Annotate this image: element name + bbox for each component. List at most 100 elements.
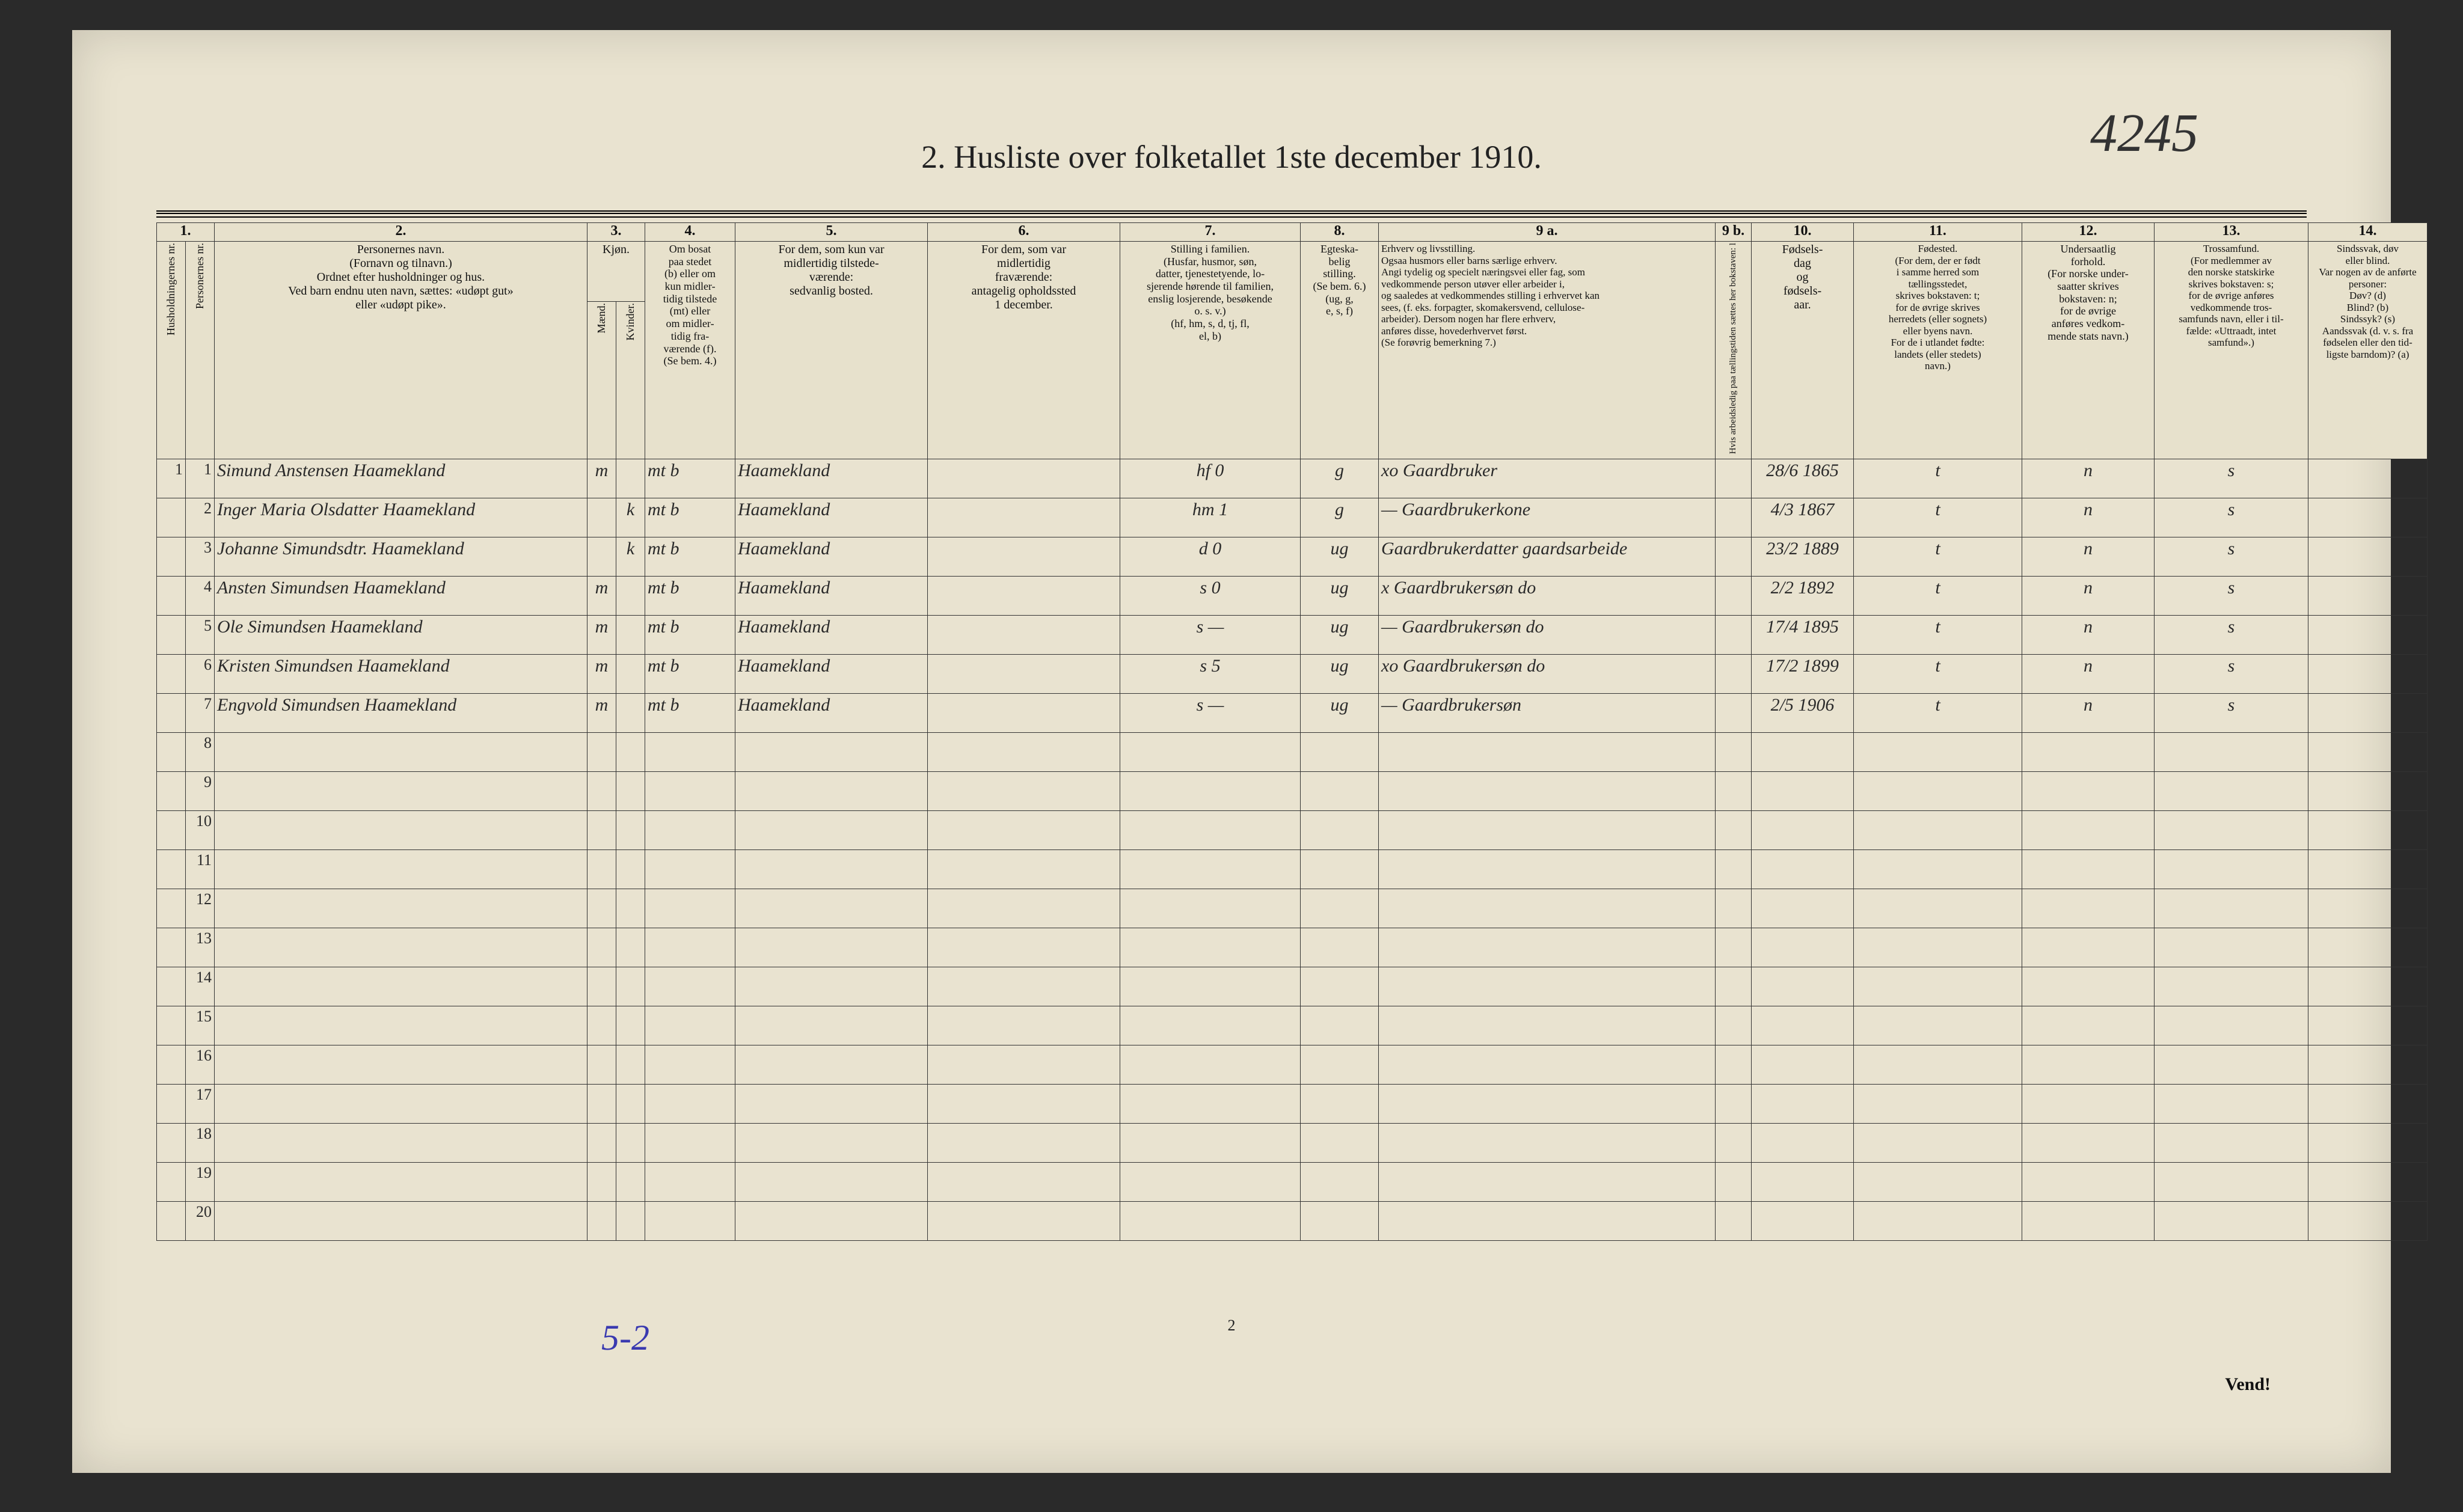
- cell-hnr: [157, 811, 186, 850]
- cell-fam: s —: [1120, 616, 1301, 655]
- cell-empty: [1854, 811, 2022, 850]
- cell-erhv: — Gaardbrukersøn do: [1379, 616, 1716, 655]
- table-row-empty: 10: [157, 811, 2428, 850]
- cell-empty: [616, 1124, 645, 1163]
- cell-empty: [928, 1163, 1120, 1202]
- cell-empty: [1854, 967, 2022, 1006]
- cell-empty: [2155, 1045, 2308, 1085]
- cell-empty: [616, 772, 645, 811]
- cell-empty: [1301, 1006, 1379, 1045]
- cell-sedv: Haamekland: [735, 459, 928, 498]
- cell-sex-k: k: [616, 498, 645, 537]
- col-header: Om bosat paa stedet (b) eller om kun mid…: [645, 242, 735, 459]
- table-row: 6Kristen Simundsen Haameklandmmt bHaamek…: [157, 655, 2428, 694]
- cell-egte: ug: [1301, 537, 1379, 577]
- cell-empty: [616, 1163, 645, 1202]
- cell-empty: [928, 928, 1120, 967]
- col-subheader-text: Kvinder.: [625, 303, 637, 341]
- cell-empty: [215, 967, 587, 1006]
- cell-frav: [928, 577, 1120, 616]
- cell-empty: [1379, 1045, 1716, 1085]
- cell-empty: [1854, 1085, 2022, 1124]
- cell-hnr: 1: [157, 459, 186, 498]
- cell-tros: s: [2155, 459, 2308, 498]
- cell-stat: mt b: [645, 537, 735, 577]
- cell-pnr: 14: [186, 967, 215, 1006]
- cell-empty: [928, 889, 1120, 928]
- table-row-empty: 20: [157, 1202, 2428, 1241]
- cell-pnr: 15: [186, 1006, 215, 1045]
- census-table: 1. 2. 3. 4. 5. 6. 7. 8. 9 a. 9 b. 10. 11…: [156, 222, 2428, 1241]
- colnum: 1.: [157, 223, 215, 242]
- cell-empty: [1301, 1124, 1379, 1163]
- cell-empty: [587, 772, 616, 811]
- cell-empty: [587, 811, 616, 850]
- cell-stat: mt b: [645, 459, 735, 498]
- cell-empty: [1716, 850, 1752, 889]
- cell-empty: [928, 1045, 1120, 1085]
- cell-hnr: [157, 655, 186, 694]
- cell-und: n: [2022, 537, 2155, 577]
- cell-led: [1716, 655, 1752, 694]
- cell-fsted: t: [1854, 694, 2022, 733]
- cell-empty: [1379, 772, 1716, 811]
- cell-hnr: [157, 1045, 186, 1085]
- cell-hnr: [157, 694, 186, 733]
- cell-empty: [1120, 1202, 1301, 1241]
- cell-empty: [2022, 733, 2155, 772]
- cell-empty: [2022, 811, 2155, 850]
- cell-empty: [587, 1006, 616, 1045]
- cell-empty: [2155, 850, 2308, 889]
- cell-pnr: 3: [186, 537, 215, 577]
- col-header: Trossamfund. (For medlemmer av den norsk…: [2155, 242, 2308, 459]
- cell-empty: [2155, 1006, 2308, 1045]
- cell-und: n: [2022, 616, 2155, 655]
- cell-sind: [2308, 459, 2428, 498]
- cell-empty: [1716, 811, 1752, 850]
- cell-stat: mt b: [645, 616, 735, 655]
- table-row: 4Ansten Simundsen Haameklandmmt bHaamekl…: [157, 577, 2428, 616]
- col-header: Sindssvak, døv eller blind. Var nogen av…: [2308, 242, 2428, 459]
- cell-hnr: [157, 1085, 186, 1124]
- cell-empty: [215, 928, 587, 967]
- cell-name: Kristen Simundsen Haamekland: [215, 655, 587, 694]
- cell-empty: [2308, 928, 2428, 967]
- cell-empty: [587, 1124, 616, 1163]
- cell-led: [1716, 694, 1752, 733]
- cell-empty: [1379, 1085, 1716, 1124]
- cell-empty: [215, 772, 587, 811]
- cell-empty: [928, 850, 1120, 889]
- cell-tros: s: [2155, 498, 2308, 537]
- cell-empty: [1379, 811, 1716, 850]
- cell-pnr: 8: [186, 733, 215, 772]
- cell-empty: [735, 1124, 928, 1163]
- cell-fsted: t: [1854, 577, 2022, 616]
- column-number-row: 1. 2. 3. 4. 5. 6. 7. 8. 9 a. 9 b. 10. 11…: [157, 223, 2428, 242]
- cell-empty: [1752, 1085, 1854, 1124]
- cell-empty: [735, 772, 928, 811]
- cell-name: Simund Anstensen Haamekland: [215, 459, 587, 498]
- cell-empty: [1120, 1124, 1301, 1163]
- cell-sind: [2308, 577, 2428, 616]
- cell-empty: [587, 967, 616, 1006]
- col-header: Hvis arbeidsledig paa tællingstiden sætt…: [1716, 242, 1752, 459]
- cell-hnr: [157, 850, 186, 889]
- cell-sex-k: [616, 616, 645, 655]
- cell-stat: mt b: [645, 577, 735, 616]
- document-title: 2. Husliste over folketallet 1ste decemb…: [72, 138, 2391, 176]
- cell-empty: [1301, 733, 1379, 772]
- cell-empty: [1854, 1006, 2022, 1045]
- cell-empty: [215, 1202, 587, 1241]
- cell-empty: [2308, 967, 2428, 1006]
- cell-sex-k: [616, 577, 645, 616]
- cell-sex-k: [616, 694, 645, 733]
- cell-empty: [2022, 1085, 2155, 1124]
- cell-fam: d 0: [1120, 537, 1301, 577]
- cell-sex-k: k: [616, 537, 645, 577]
- cell-empty: [1379, 850, 1716, 889]
- cell-pnr: 18: [186, 1124, 215, 1163]
- cell-fam: hf 0: [1120, 459, 1301, 498]
- cell-tros: s: [2155, 655, 2308, 694]
- cell-empty: [587, 928, 616, 967]
- colnum: 13.: [2155, 223, 2308, 242]
